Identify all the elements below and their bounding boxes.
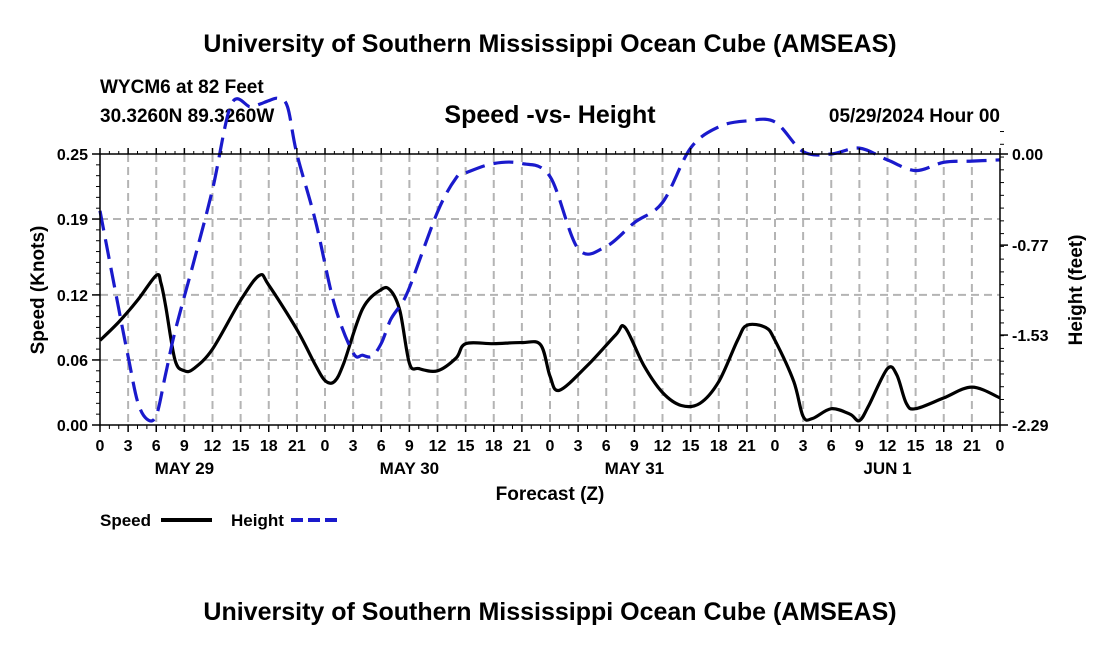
y2-tick-label: -1.53 <box>1012 328 1049 345</box>
x-tick-label: 18 <box>485 438 503 455</box>
y-tick-label: 0.19 <box>57 212 88 229</box>
legend-speed-label: Speed <box>100 511 151 530</box>
x-tick-label: 9 <box>855 438 864 455</box>
x-tick-label: 15 <box>682 438 700 455</box>
series-lines <box>98 96 1001 423</box>
x-tick-label: 3 <box>124 438 133 455</box>
x-tick-label: 18 <box>710 438 728 455</box>
axis-labels: 0 3 6 9 12 15 18 21 0 3 6 9 12 15 18 21 0 3 6 9 12 15 18 21 0 3 6 9… <box>57 147 1049 478</box>
coordinates-label: 30.3260N 89.3260W <box>100 106 275 127</box>
x-tick-label: 9 <box>180 438 189 455</box>
x-tick-label: 3 <box>799 438 808 455</box>
series-line-speed <box>98 273 1001 423</box>
legend-height-label: Height <box>231 511 284 530</box>
legend: Speed Height <box>100 511 342 530</box>
chart-subtitle: Speed -vs- Height <box>444 101 656 129</box>
x-tick-label: 6 <box>602 438 611 455</box>
axis-ticks <box>92 131 1008 432</box>
x-tick-label: 6 <box>152 438 161 455</box>
y2-tick-label: -0.77 <box>1012 238 1049 255</box>
x-tick-label: 18 <box>260 438 278 455</box>
x-tick-label: 9 <box>405 438 414 455</box>
date-label: MAY 30 <box>380 459 440 478</box>
y2-tick-label: 0.00 <box>1012 147 1043 164</box>
x-tick-label: 0 <box>771 438 780 455</box>
x-tick-label: 21 <box>738 438 756 455</box>
y-tick-label: 0.06 <box>57 353 88 370</box>
x-tick-label: 12 <box>654 438 672 455</box>
x-tick-label: 3 <box>574 438 583 455</box>
series-line-height <box>98 96 1001 423</box>
x-tick-label: 0 <box>996 438 1005 455</box>
date-label: MAY 31 <box>605 459 665 478</box>
x-tick-label: 6 <box>827 438 836 455</box>
x-tick-label: 12 <box>204 438 222 455</box>
y-tick-label: 0.12 <box>57 288 88 305</box>
x-tick-label: 6 <box>377 438 386 455</box>
footer-title: University of Southern Mississippi Ocean… <box>203 598 897 626</box>
y-tick-label: 0.00 <box>57 418 88 435</box>
x-tick-label: 21 <box>513 438 531 455</box>
y2-tick-label: -2.29 <box>1012 418 1049 435</box>
x-tick-label: 15 <box>907 438 925 455</box>
x-axis-title: Forecast (Z) <box>496 484 605 505</box>
x-tick-label: 21 <box>288 438 306 455</box>
date-label: MAY 29 <box>155 459 215 478</box>
x-tick-label: 18 <box>935 438 953 455</box>
x-tick-label: 0 <box>321 438 330 455</box>
x-tick-label: 21 <box>963 438 981 455</box>
y-tick-label: 0.25 <box>57 147 88 164</box>
grid-lines <box>100 154 1000 425</box>
y-axis-title: Speed (Knots) <box>28 226 49 355</box>
forecast-datetime: 05/29/2024 Hour 00 <box>828 106 1000 127</box>
date-label: JUN 1 <box>863 459 911 478</box>
x-tick-label: 0 <box>546 438 555 455</box>
x-tick-label: 12 <box>879 438 897 455</box>
x-tick-label: 0 <box>96 438 105 455</box>
x-tick-label: 15 <box>232 438 250 455</box>
station-label: WYCM6 at 82 Feet <box>100 77 264 98</box>
x-tick-label: 12 <box>429 438 447 455</box>
x-tick-label: 9 <box>630 438 639 455</box>
x-tick-label: 3 <box>349 438 358 455</box>
chart-title: University of Southern Mississippi Ocean… <box>203 30 897 58</box>
x-tick-label: 15 <box>457 438 475 455</box>
y2-axis-title: Height (feet) <box>1066 235 1087 346</box>
